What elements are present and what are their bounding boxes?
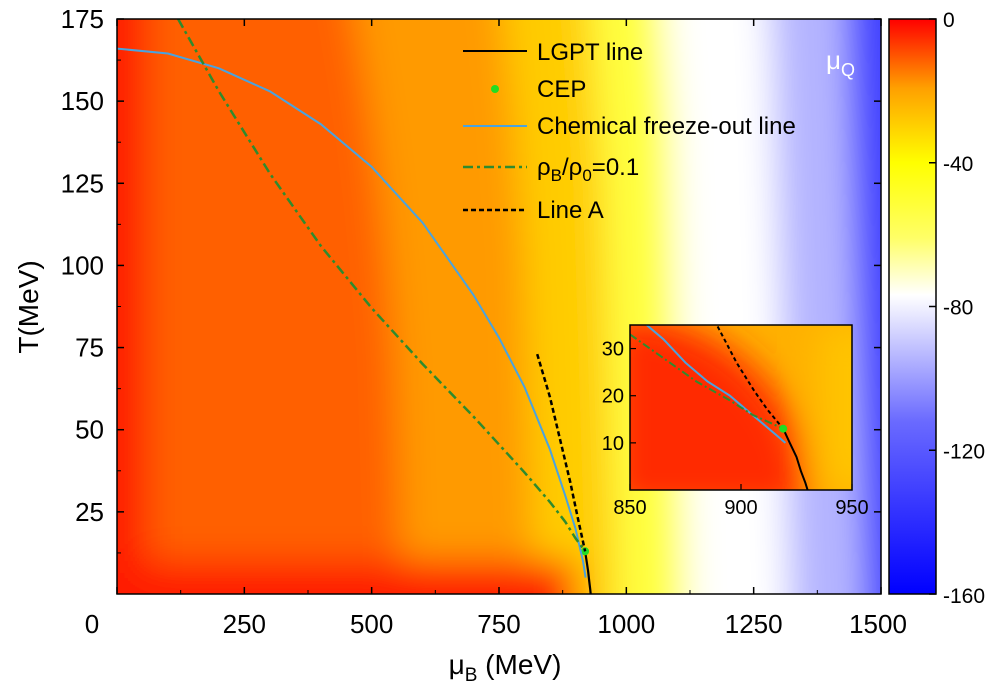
x-axis-title-main: μ — [449, 649, 465, 680]
x-tick-label: 1500 — [849, 609, 907, 639]
inset-series-density-line — [630, 333, 784, 430]
x-axis: 0 250 500 750 1000 1250 1500 — [85, 19, 907, 639]
x-axis-title: μB (MeV) — [449, 649, 562, 686]
heatmap-band-red-left — [117, 19, 148, 594]
colorbar-tick-label: -80 — [943, 297, 973, 320]
series-density-line — [177, 19, 587, 553]
series-freeze-out-line — [117, 47, 587, 578]
y-tick-label: 25 — [75, 497, 104, 527]
x-tick-label: 1250 — [725, 609, 783, 639]
series-layer — [117, 19, 592, 594]
y-tick-label: 50 — [75, 415, 104, 445]
legend-label-density: ρB/ρ0=0.1 — [537, 154, 639, 185]
y-tick-label: 75 — [75, 333, 104, 363]
legend-density-sub-b: B — [551, 166, 562, 185]
x-tick-label: 250 — [223, 609, 266, 639]
x-axis-title-unit: (MeV) — [477, 649, 561, 680]
inset-y-tick-label: 10 — [602, 433, 624, 455]
colorbar: 0 -40 -80 -120 -160 — [888, 9, 985, 608]
y-tick-label: 125 — [61, 168, 104, 198]
inset-x-tick-label: 950 — [835, 497, 868, 519]
series-lgpt-line — [584, 551, 592, 594]
legend-label-line-a: Line A — [537, 197, 604, 224]
colorbar-ticks: 0 -40 -80 -120 -160 — [929, 9, 985, 608]
y-tick-label: 175 — [61, 4, 104, 34]
legend: LGPT line CEP Chemical freeze-out line ρ… — [463, 39, 796, 224]
y-axis-title: T(MeV) — [13, 260, 44, 353]
colorbar-tick-label: 0 — [943, 9, 955, 32]
legend-density-rho: ρ — [537, 154, 551, 181]
legend-swatch-cep — [491, 85, 499, 93]
inset-x-tick-label: 850 — [613, 497, 646, 519]
x-tick-label: 1000 — [597, 609, 655, 639]
inset-series-line-a — [715, 325, 784, 430]
x-axis-title-sub: B — [465, 665, 478, 686]
inset-y-tick-label: 20 — [602, 386, 624, 408]
y-tick-label: 150 — [61, 86, 104, 116]
x-tick-label: 500 — [350, 609, 393, 639]
heatmap-band-deep-orange — [117, 19, 403, 594]
colorbar-label: μQ — [826, 45, 855, 80]
legend-density-sub-0: 0 — [582, 166, 591, 185]
colorbar-label-sub: Q — [841, 60, 855, 80]
legend-density-mid: /ρ — [562, 154, 582, 181]
y-tick-label: 100 — [61, 250, 104, 280]
legend-label-cep: CEP — [537, 76, 586, 103]
colorbar-tick-label: -120 — [943, 440, 985, 463]
x-tick-label: 0 — [85, 609, 99, 639]
legend-label-lgpt: LGPT line — [537, 39, 643, 66]
inset-series-lgpt-line — [782, 428, 809, 490]
colorbar-gradient — [888, 18, 937, 595]
x-tick-label: 750 — [477, 609, 520, 639]
inset-band-amber — [818, 325, 852, 490]
inset-x-tick-label: 900 — [724, 497, 757, 519]
legend-density-end: =0.1 — [592, 154, 639, 181]
colorbar-label-main: μ — [826, 45, 841, 75]
inset-y-tick-label: 30 — [602, 339, 624, 361]
colorbar-tick-label: -40 — [943, 153, 973, 176]
inset-series-layer — [630, 325, 809, 490]
colorbar-tick-label: -160 — [943, 585, 985, 608]
inset-axes: 850 900 950 10 20 30 — [602, 339, 869, 519]
inset-series-freeze-out-line — [645, 325, 787, 444]
legend-label-freeze-out: Chemical freeze-out line — [537, 113, 796, 140]
inset-plot: 850 900 950 10 20 30 — [602, 324, 869, 519]
inset-cep-point — [779, 424, 788, 433]
